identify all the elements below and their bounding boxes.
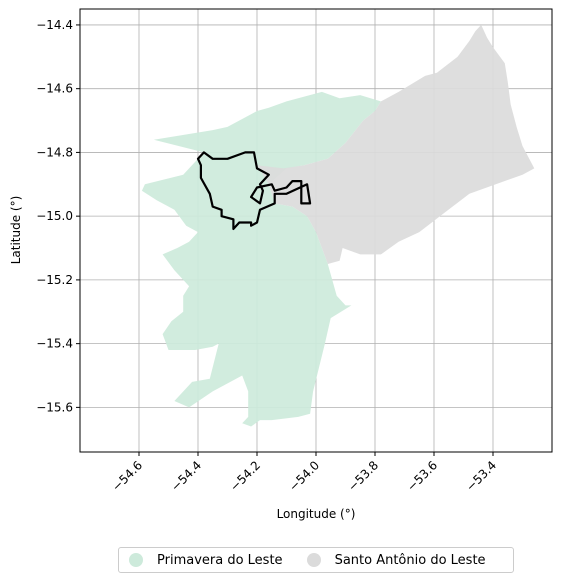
x-tick-label: −54.0 xyxy=(286,458,322,494)
x-axis-label: Longitude (°) xyxy=(277,507,356,521)
y-tick-label: −14.8 xyxy=(36,145,73,159)
x-tick-label: −54.6 xyxy=(109,458,145,494)
map-plot: −54.6 −54.4 −54.2 −54.0 −53.8 −53.6 −53.4 −14.4… xyxy=(9,8,553,521)
highlight-outline xyxy=(196,151,312,230)
legend: Primavera do Leste Santo Antônio do Lest… xyxy=(118,547,514,573)
x-tick-label: −53.6 xyxy=(404,458,440,494)
x-tick-label: −54.2 xyxy=(227,458,263,494)
y-tick-label: −15.4 xyxy=(36,337,73,351)
x-tick-label: −53.4 xyxy=(463,458,499,494)
outline-boundary xyxy=(196,151,312,230)
y-tick-label: −15.0 xyxy=(36,209,73,223)
legend-swatch-primavera xyxy=(129,553,143,567)
region-santo-antonio-do-leste xyxy=(257,24,535,265)
legend-item-primavera: Primavera do Leste xyxy=(129,553,283,568)
y-tick-label: −14.6 xyxy=(36,82,73,96)
y-tick-label: −15.6 xyxy=(36,400,73,414)
y-tick-label: −15.2 xyxy=(36,273,73,287)
legend-label-santo-antonio: Santo Antônio do Leste xyxy=(334,552,486,568)
x-tick-label: −53.8 xyxy=(345,458,381,494)
legend-swatch-santo-antonio xyxy=(306,553,321,567)
y-axis-label: Latitude (°) xyxy=(9,196,23,265)
legend-item-santo-antonio: Santo Antônio do Leste xyxy=(306,552,486,568)
legend-label-primavera: Primavera do Leste xyxy=(157,552,283,568)
y-tick-label: −14.4 xyxy=(36,18,73,32)
x-tick-label: −54.4 xyxy=(168,458,204,494)
